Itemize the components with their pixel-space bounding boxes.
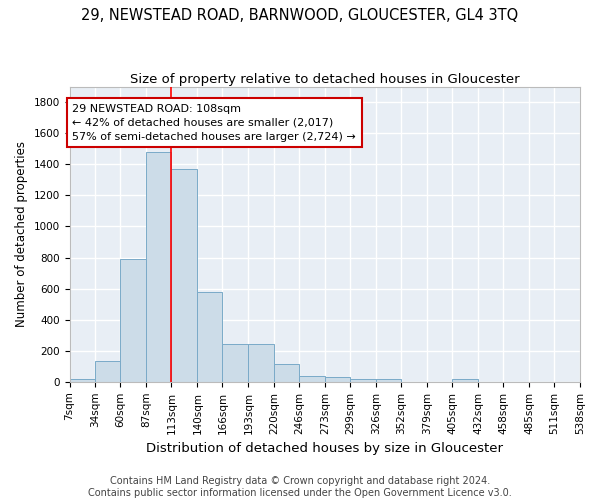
Bar <box>95 361 121 382</box>
Bar <box>197 292 223 382</box>
Title: Size of property relative to detached houses in Gloucester: Size of property relative to detached ho… <box>130 72 520 86</box>
Bar <box>325 377 350 382</box>
Text: 29, NEWSTEAD ROAD, BARNWOOD, GLOUCESTER, GL4 3TQ: 29, NEWSTEAD ROAD, BARNWOOD, GLOUCESTER,… <box>82 8 518 22</box>
Bar <box>70 378 95 382</box>
Bar <box>146 152 172 382</box>
Text: 29 NEWSTEAD ROAD: 108sqm
← 42% of detached houses are smaller (2,017)
57% of sem: 29 NEWSTEAD ROAD: 108sqm ← 42% of detach… <box>73 104 356 142</box>
Bar <box>248 344 274 382</box>
Bar <box>172 169 197 382</box>
Bar <box>350 378 376 382</box>
X-axis label: Distribution of detached houses by size in Gloucester: Distribution of detached houses by size … <box>146 442 503 455</box>
Bar <box>223 344 248 382</box>
Bar <box>376 378 401 382</box>
Bar <box>274 364 299 382</box>
Y-axis label: Number of detached properties: Number of detached properties <box>15 141 28 327</box>
Bar <box>452 378 478 382</box>
Bar <box>299 376 325 382</box>
Text: Contains HM Land Registry data © Crown copyright and database right 2024.
Contai: Contains HM Land Registry data © Crown c… <box>88 476 512 498</box>
Bar <box>121 259 146 382</box>
